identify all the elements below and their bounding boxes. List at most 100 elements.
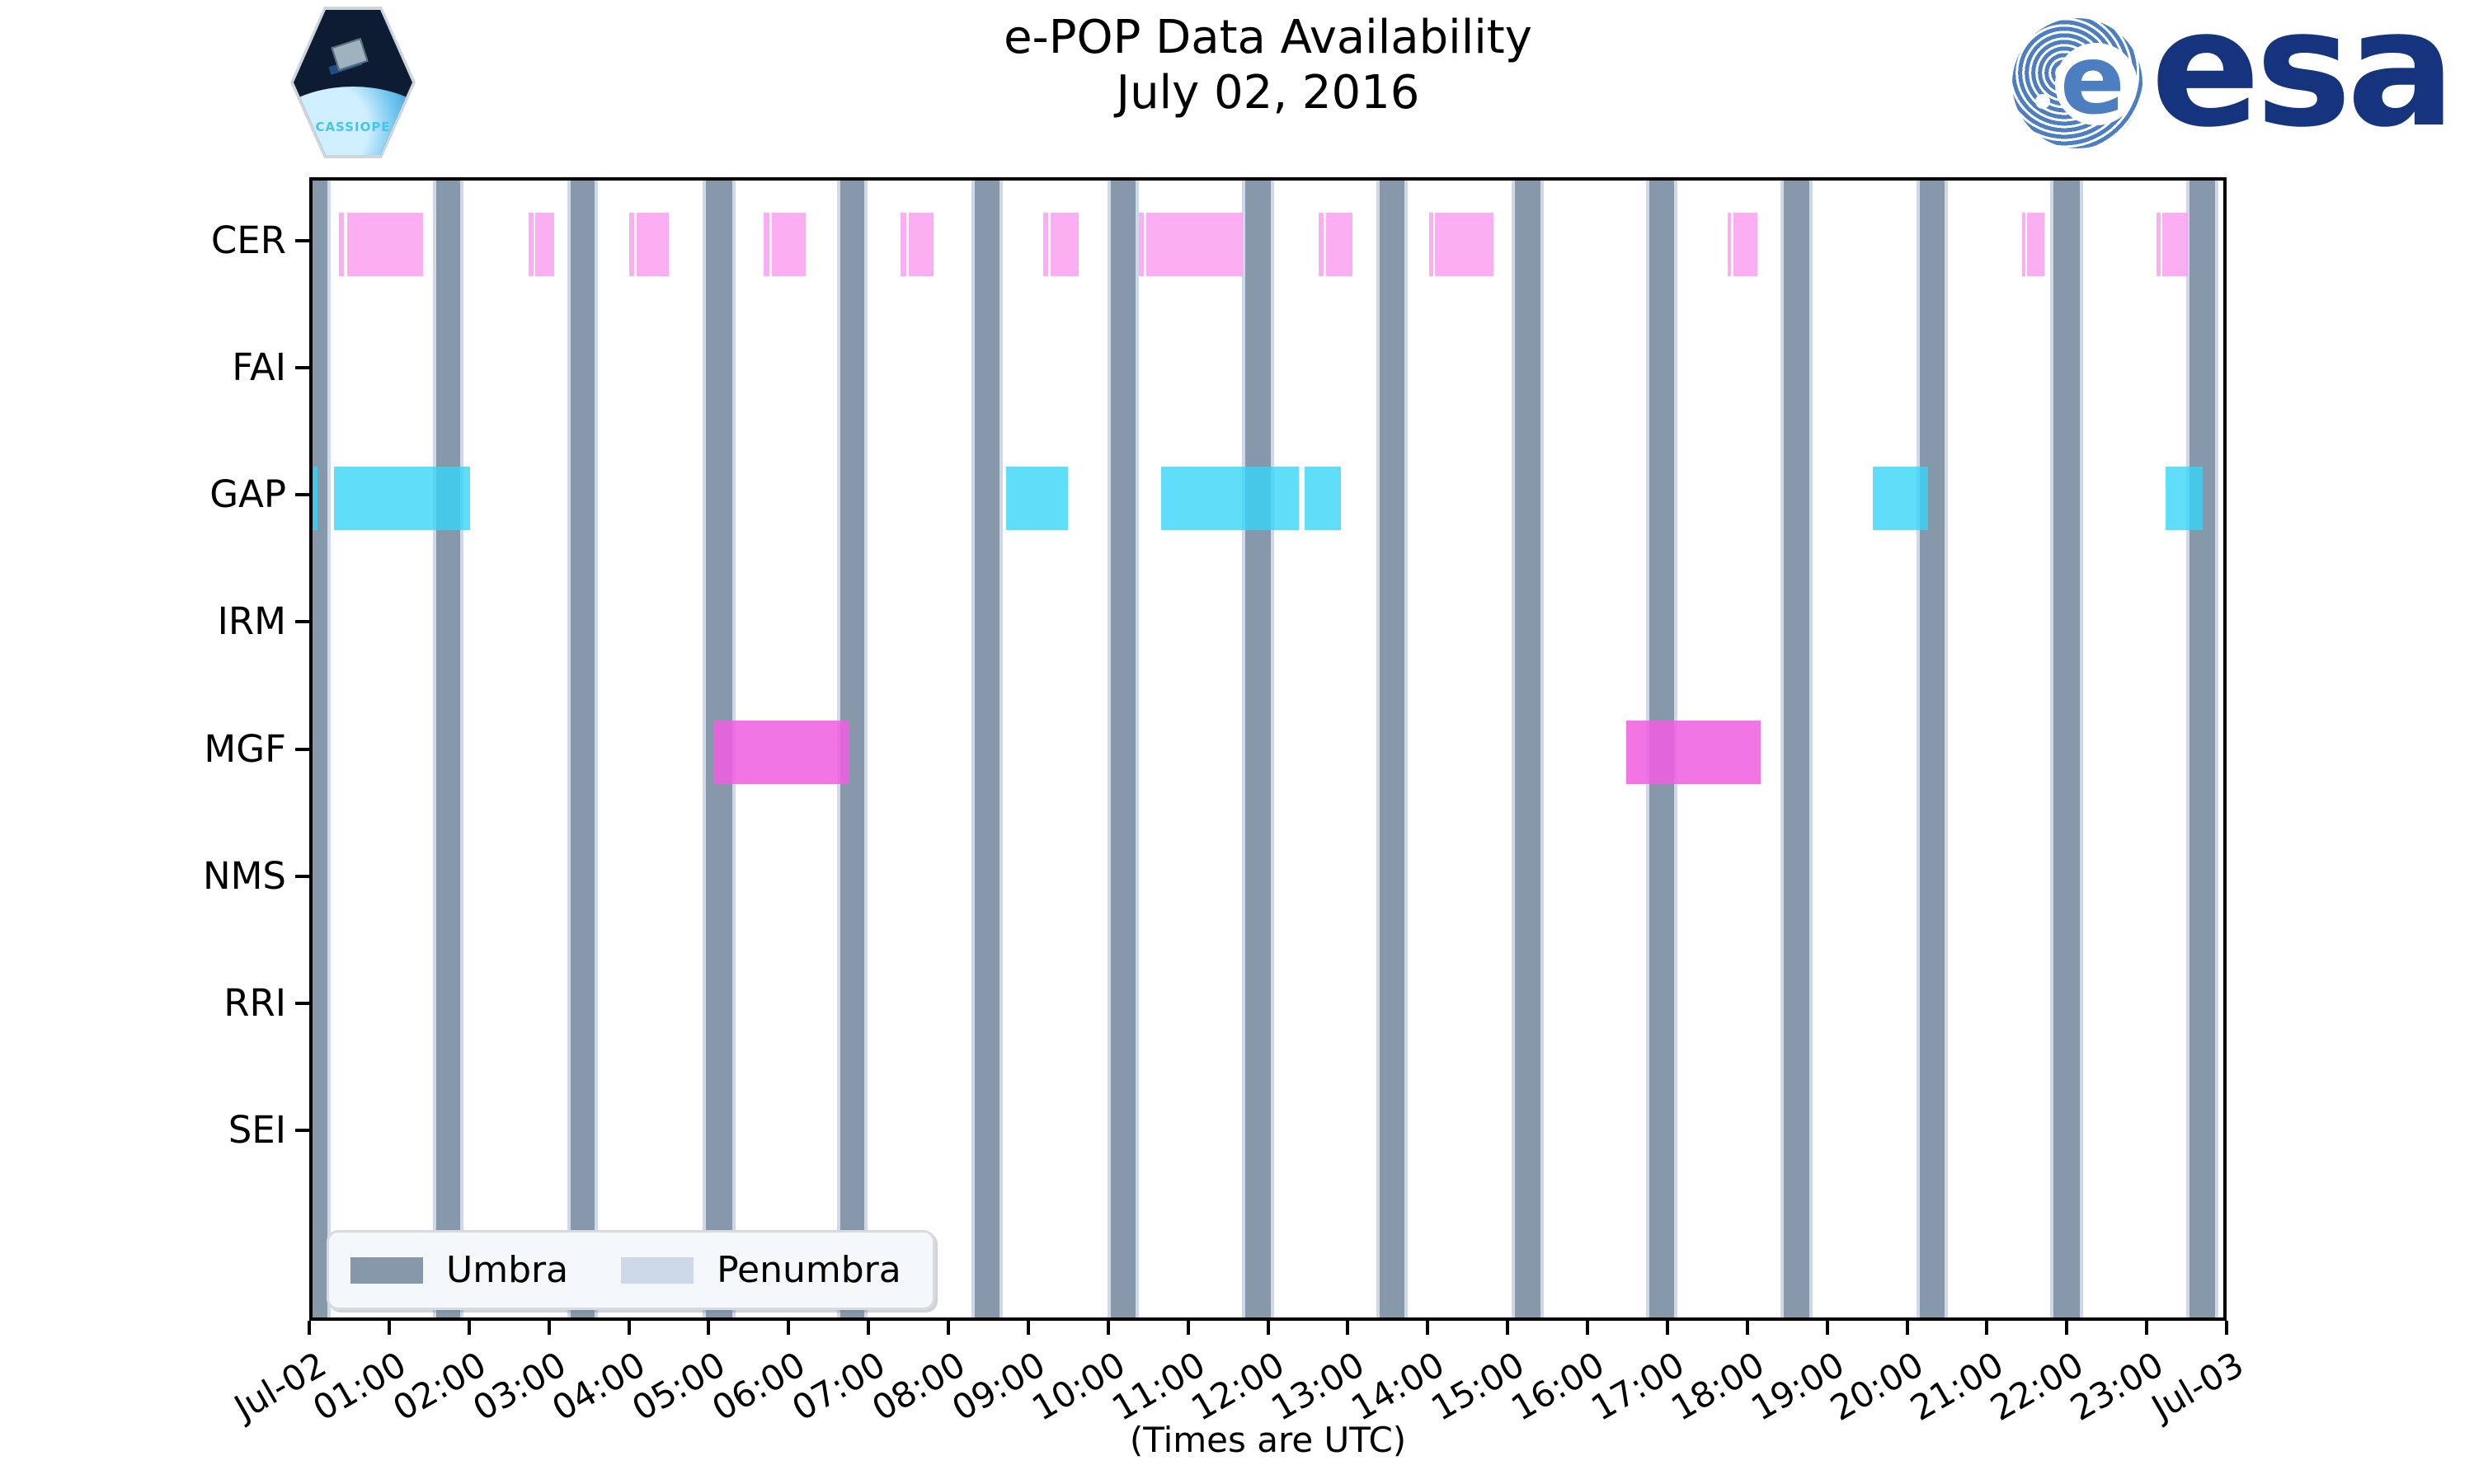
x-axis-label: (Times are UTC) (1129, 1420, 1407, 1460)
plot-area (309, 177, 2227, 1321)
x-tick (1665, 1321, 1669, 1335)
y-tick (295, 1128, 309, 1132)
x-tick-label: 09:00 (945, 1344, 1052, 1429)
esa-wordmark: esa (2151, 0, 2456, 163)
umbra-bar (1379, 181, 1404, 1317)
gap-availability-bar (334, 466, 471, 530)
x-tick (627, 1321, 631, 1335)
umbra-bar (1244, 181, 1272, 1317)
cassiope-label: CASSIOPE (315, 120, 391, 135)
x-tick (1266, 1321, 1270, 1335)
esa-e-glyph: e (2060, 25, 2125, 136)
x-tick-label: 10:00 (1024, 1344, 1132, 1429)
y-tick-label: MGF (204, 726, 286, 771)
x-tick-label: Jul-02 (227, 1344, 333, 1429)
umbra-bar (313, 181, 328, 1317)
x-tick (308, 1321, 311, 1335)
legend: Umbra Penumbra (327, 1230, 935, 1310)
cer-availability-bar (909, 212, 934, 276)
x-tick (707, 1321, 711, 1335)
cer-availability-bar (535, 212, 554, 276)
y-tick-label: RRI (223, 980, 286, 1025)
x-tick (867, 1321, 871, 1335)
chart-subtitle: July 02, 2016 (1116, 66, 1420, 120)
gap-availability-bar (1005, 466, 1069, 530)
x-tick (1745, 1321, 1749, 1335)
umbra-bar (435, 181, 460, 1317)
x-tick (1905, 1321, 1909, 1335)
y-tick (295, 874, 309, 878)
umbra-bar (2053, 181, 2081, 1317)
gap-availability-bar (2165, 466, 2203, 530)
x-tick-label: 23:00 (2063, 1344, 2171, 1429)
cer-availability-bar (636, 212, 669, 276)
x-tick (947, 1321, 950, 1335)
cer-availability-bar (528, 212, 534, 276)
y-tick-label: CER (210, 218, 286, 263)
x-tick (2225, 1321, 2228, 1335)
mgf-availability-bar (713, 720, 849, 785)
umbra-bar (1920, 181, 1945, 1317)
x-tick (1985, 1321, 1989, 1335)
x-tick-label: Jul-03 (2144, 1344, 2251, 1429)
x-tick (1106, 1321, 1110, 1335)
penumbra-swatch (621, 1256, 694, 1284)
y-tick (295, 493, 309, 497)
cer-availability-bar (629, 212, 635, 276)
cer-availability-bar (2161, 212, 2188, 276)
x-tick-label: 17:00 (1584, 1344, 1691, 1429)
x-tick-label: 18:00 (1663, 1344, 1771, 1429)
y-tick-label: IRM (217, 599, 286, 644)
y-tick-label: FAI (232, 345, 286, 390)
umbra-bar (975, 181, 1000, 1317)
y-tick (295, 366, 309, 370)
cer-availability-bar (1733, 212, 1758, 276)
gap-availability-bar (313, 466, 317, 530)
umbra-bar (570, 181, 595, 1317)
chart-title: e-POP Data Availability (1004, 11, 1532, 64)
esa-crescent (2055, 43, 2138, 125)
legend-entry-umbra: Umbra (350, 1249, 568, 1291)
x-tick-label: 01:00 (306, 1344, 413, 1429)
x-tick (1346, 1321, 1350, 1335)
cer-availability-bar (1428, 212, 1434, 276)
cer-availability-bar (1043, 212, 1049, 276)
x-tick-label: 08:00 (865, 1344, 972, 1429)
y-tick (295, 620, 309, 624)
cer-availability-bar (2021, 212, 2025, 276)
cer-availability-bar (764, 212, 770, 276)
y-tick-label: NMS (202, 853, 286, 898)
legend-entry-penumbra: Penumbra (621, 1249, 901, 1291)
umbra-bar (2189, 181, 2216, 1317)
x-tick (1186, 1321, 1190, 1335)
penumbra-label: Penumbra (717, 1249, 901, 1291)
cer-availability-bar (1435, 212, 1493, 276)
cer-availability-bar (1145, 212, 1243, 276)
cassiope-mission-patch: CASSIOPE (290, 7, 416, 158)
mgf-availability-bar (1625, 720, 1761, 785)
y-tick-label: SEI (228, 1107, 286, 1152)
cer-availability-bar (2026, 212, 2044, 276)
cer-availability-bar (1319, 212, 1324, 276)
umbra-bar (1784, 181, 1809, 1317)
x-tick (1586, 1321, 1589, 1335)
cer-availability-bar (2156, 212, 2161, 276)
x-tick (467, 1321, 471, 1335)
title-block: e-POP Data Availability July 02, 2016 (309, 10, 2227, 120)
umbra-label: Umbra (446, 1249, 569, 1291)
y-tick (295, 239, 309, 243)
cer-availability-bar (901, 212, 907, 276)
gap-availability-bar (1161, 466, 1300, 530)
esa-logo: e esa (2012, 0, 2456, 163)
x-tick (787, 1321, 791, 1335)
x-tick-label: 02:00 (385, 1344, 493, 1429)
cer-availability-bar (1050, 212, 1079, 276)
y-tick (295, 747, 309, 751)
x-tick (387, 1321, 391, 1335)
x-tick (1825, 1321, 1829, 1335)
x-tick (547, 1321, 551, 1335)
esa-circle-icon: e (2012, 18, 2142, 148)
x-tick (1506, 1321, 1510, 1335)
gap-availability-bar (1304, 466, 1342, 530)
